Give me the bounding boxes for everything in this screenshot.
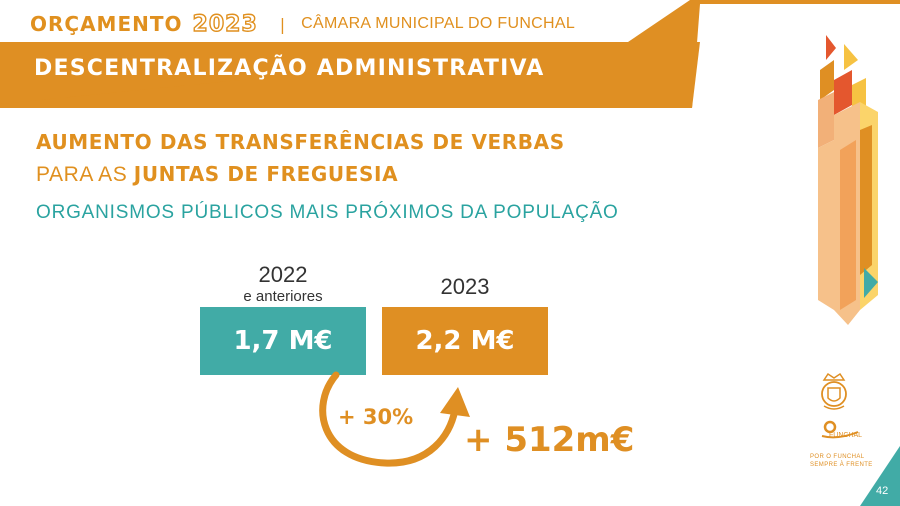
budget-year: 2023 [192,11,258,37]
tagline-line-1: POR O FUNCHAL [810,454,865,460]
page-corner-triangle [860,446,900,506]
increase-amount: + 512m€ [464,420,635,460]
after-year-label: 2023 [440,274,490,299]
budget-label: ORÇAMENTO [30,12,183,36]
subheadline: ORGANISMOS PÚBLICOS MAIS PRÓXIMOS DA POP… [36,202,619,223]
organization-name: CÂMARA MUNICIPAL DO FUNCHAL [301,15,576,32]
after-value-box: 2,2 M€ [382,307,548,375]
before-value-box: 1,7 M€ [200,307,366,375]
tagline-line-2: SEMPRE À FRENTE [810,462,873,468]
headline-line-2-bold: JUNTAS DE FREGUESIA [133,162,399,186]
decorative-ribbon-graphic [818,35,878,325]
before-value: 1,7 M€ [233,326,333,356]
header-separator: | [279,14,286,34]
funchal-wordmark: FUNCHAL [829,432,863,439]
headline-line-2: PARA AS JUNTAS DE FREGUESIA [36,162,398,187]
title-banner [0,0,900,108]
increase-percent: + 30% [338,405,414,429]
increase-arrow-icon [319,371,470,467]
section-title: DESCENTRALIZAÇÃO ADMINISTRATIVA [34,56,545,81]
tagline: POR O FUNCHAL SEMPRE À FRENTE [810,453,873,469]
municipal-crest-icon [821,372,847,410]
headline-line-1: AUMENTO DAS TRANSFERÊNCIAS DE VERBAS [36,130,565,154]
before-year-sublabel: e anteriores [243,288,323,305]
after-value: 2,2 M€ [415,326,515,356]
page-number: 42 [876,485,889,497]
headline-line-2-light: PARA AS [36,163,134,186]
before-year-label: 2022 [258,262,308,287]
funchal-logo-icon [821,420,859,439]
header-bar: ORÇAMENTO 2023 | CÂMARA MUNICIPAL DO FUN… [30,10,575,38]
